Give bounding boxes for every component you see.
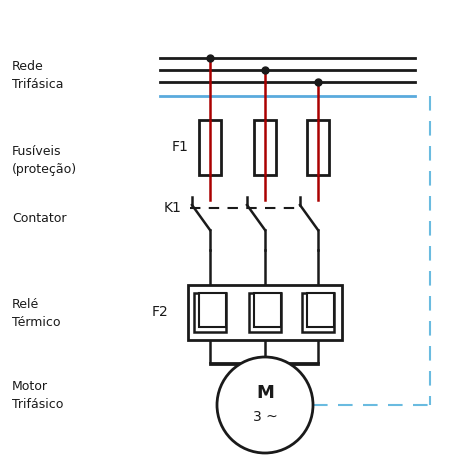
Bar [254,120,276,175]
Bar [199,293,226,327]
Text: F2: F2 [151,305,168,319]
Bar [254,293,281,327]
Text: Contator: Contator [12,211,66,225]
Bar [307,120,329,175]
Bar [188,285,342,340]
Bar [199,120,221,175]
Text: Motor
Trifásico: Motor Trifásico [12,380,64,410]
Text: M: M [256,384,274,402]
Text: Rede
Trifásica: Rede Trifásica [12,60,64,91]
Text: Relé
Térmico: Relé Térmico [12,298,61,328]
Bar [307,293,334,327]
Text: F1: F1 [172,140,189,154]
Bar [194,293,226,332]
Bar [210,363,318,364]
Bar [302,293,334,332]
Text: K1: K1 [164,201,182,215]
Text: Fusíveis
(proteção): Fusíveis (proteção) [12,145,77,175]
Bar [249,293,281,332]
Text: 3 ~: 3 ~ [253,410,277,424]
Circle shape [217,357,313,453]
